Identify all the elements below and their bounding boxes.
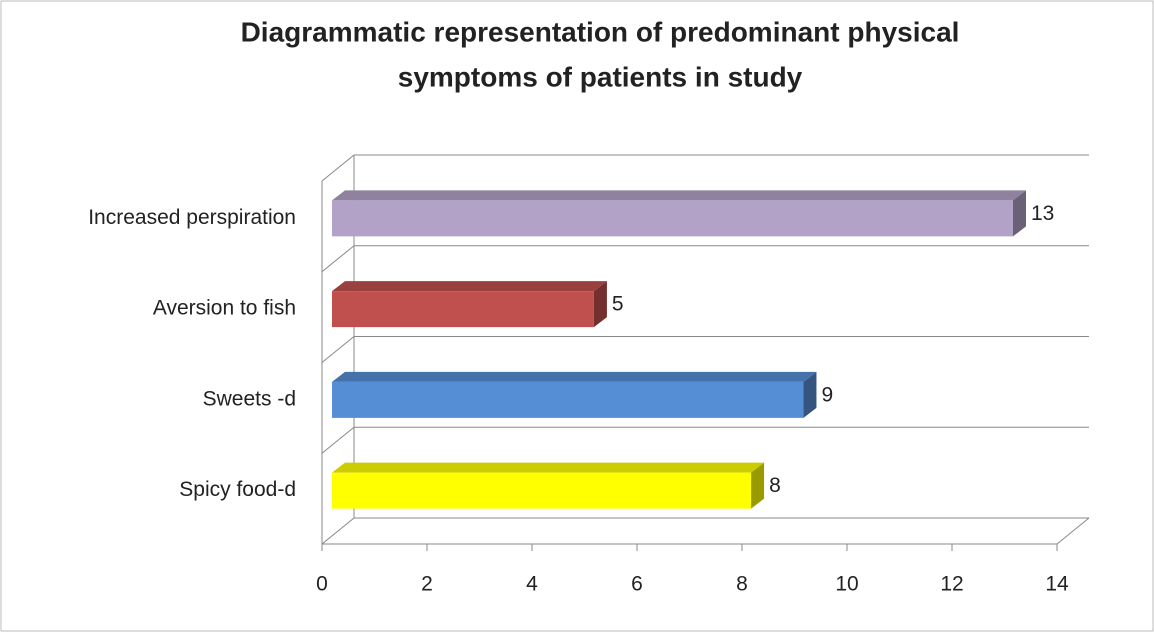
bar-face <box>332 371 817 382</box>
floor-right <box>1056 517 1090 545</box>
y-tick-label: Increased perspiration <box>88 206 296 229</box>
y-tick-label: Aversion to fish <box>153 297 296 320</box>
bar-face <box>332 381 804 418</box>
left-wall-divider <box>321 426 355 454</box>
bar-face <box>751 462 765 509</box>
bar-face <box>332 291 594 328</box>
bar <box>332 462 765 509</box>
y-tick-label: Sweets -d <box>203 387 296 410</box>
value-label: 9 <box>821 383 833 406</box>
bar-face <box>1013 190 1026 237</box>
x-tick-label: 10 <box>835 573 858 596</box>
x-tick-label: 14 <box>1045 573 1069 596</box>
bar-face <box>332 462 765 473</box>
value-label: 8 <box>769 474 781 497</box>
bar <box>332 371 817 418</box>
x-tick-label: 6 <box>631 573 643 596</box>
chart-title: symptoms of patients in study <box>398 61 803 92</box>
left-wall-divider <box>321 517 355 545</box>
bar-face <box>332 472 752 509</box>
bar-face <box>593 281 607 328</box>
bar-face <box>803 371 817 418</box>
bar-face <box>332 281 607 292</box>
left-wall-divider <box>321 336 355 363</box>
left-wall-divider <box>321 154 355 182</box>
x-tick-label: 12 <box>940 573 963 596</box>
x-tick-label: 2 <box>421 573 433 596</box>
bar <box>332 281 607 328</box>
x-tick-label: 8 <box>736 573 748 596</box>
value-label: 13 <box>1031 202 1054 225</box>
chart-title: Diagrammatic representation of predomina… <box>241 16 960 47</box>
value-label: 5 <box>612 293 624 316</box>
bar <box>332 190 1026 237</box>
x-tick-label: 4 <box>526 573 538 596</box>
left-wall-divider <box>321 245 355 273</box>
bar-face <box>332 190 1026 201</box>
bar-face <box>332 200 1013 237</box>
y-tick-label: Spicy food-d <box>179 478 296 501</box>
x-tick-label: 0 <box>316 573 328 596</box>
